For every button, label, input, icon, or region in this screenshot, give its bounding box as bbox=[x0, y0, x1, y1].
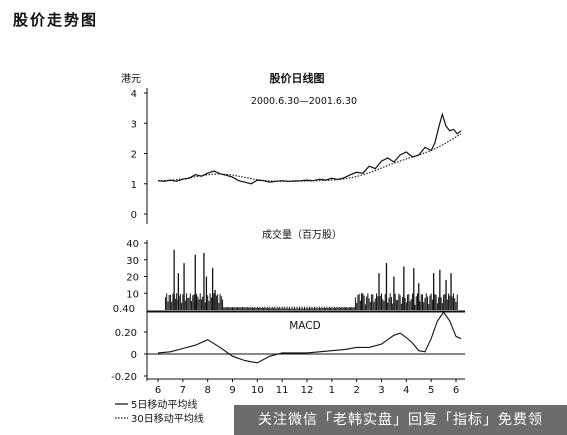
volume-chart-title: 成交量（百万股） bbox=[262, 228, 342, 241]
x-tick-label: 8 bbox=[204, 385, 210, 396]
price-30day-ma-line bbox=[157, 133, 462, 182]
volume-y-tick-label: 40 bbox=[126, 239, 139, 250]
macd-chart-title: MACD bbox=[289, 320, 320, 332]
x-tick-label: 4 bbox=[403, 385, 409, 396]
volume-y-tick-label: 10 bbox=[126, 289, 139, 300]
legend-label-5day: 5日移动平均线 bbox=[131, 398, 197, 411]
volume-macd-junction-label: 0.40 bbox=[113, 304, 135, 315]
x-tick-label: 9 bbox=[229, 385, 235, 396]
x-tick-label: 10 bbox=[251, 385, 264, 396]
x-tick-label: 6 bbox=[155, 385, 161, 396]
x-tick-label: 2 bbox=[353, 385, 359, 396]
x-tick-label: 12 bbox=[301, 385, 314, 396]
x-tick-label: 11 bbox=[276, 385, 289, 396]
wechat-watermark-banner: 关注微信「老韩实盘」回复「指标」免费领 bbox=[234, 405, 567, 435]
price-y-tick-label: 1 bbox=[131, 180, 137, 191]
price-y-tick-label: 2 bbox=[131, 150, 137, 161]
price-5day-ma-line bbox=[157, 112, 462, 185]
macd-line bbox=[157, 311, 462, 364]
price-y-tick-label: 3 bbox=[131, 119, 137, 130]
price-y-tick-label: 0 bbox=[131, 210, 137, 221]
price-y-tick-label: 4 bbox=[131, 89, 137, 100]
volume-y-tick-label: 30 bbox=[126, 256, 139, 267]
volume-y-tick-label: 20 bbox=[126, 273, 139, 284]
macd-y-tick-label: 0.20 bbox=[115, 328, 137, 339]
x-tick-label: 1 bbox=[329, 385, 335, 396]
x-tick-label: 7 bbox=[180, 385, 186, 396]
price-chart-title: 股价日线图 bbox=[270, 71, 325, 85]
price-chart-subtitle: 2000.6.30—2001.6.30 bbox=[251, 96, 357, 107]
macd-y-tick-label: -0.20 bbox=[111, 372, 137, 383]
x-tick-label: 3 bbox=[378, 385, 384, 396]
page-heading: 股价走势图 bbox=[13, 11, 99, 29]
x-tick-label: 5 bbox=[428, 385, 434, 396]
legend-label-30day: 30日移动平均线 bbox=[131, 412, 204, 425]
x-tick-label: 6 bbox=[453, 385, 459, 396]
macd-y-tick-label: 0 bbox=[131, 350, 137, 361]
price-ylabel: 港元 bbox=[121, 73, 141, 85]
